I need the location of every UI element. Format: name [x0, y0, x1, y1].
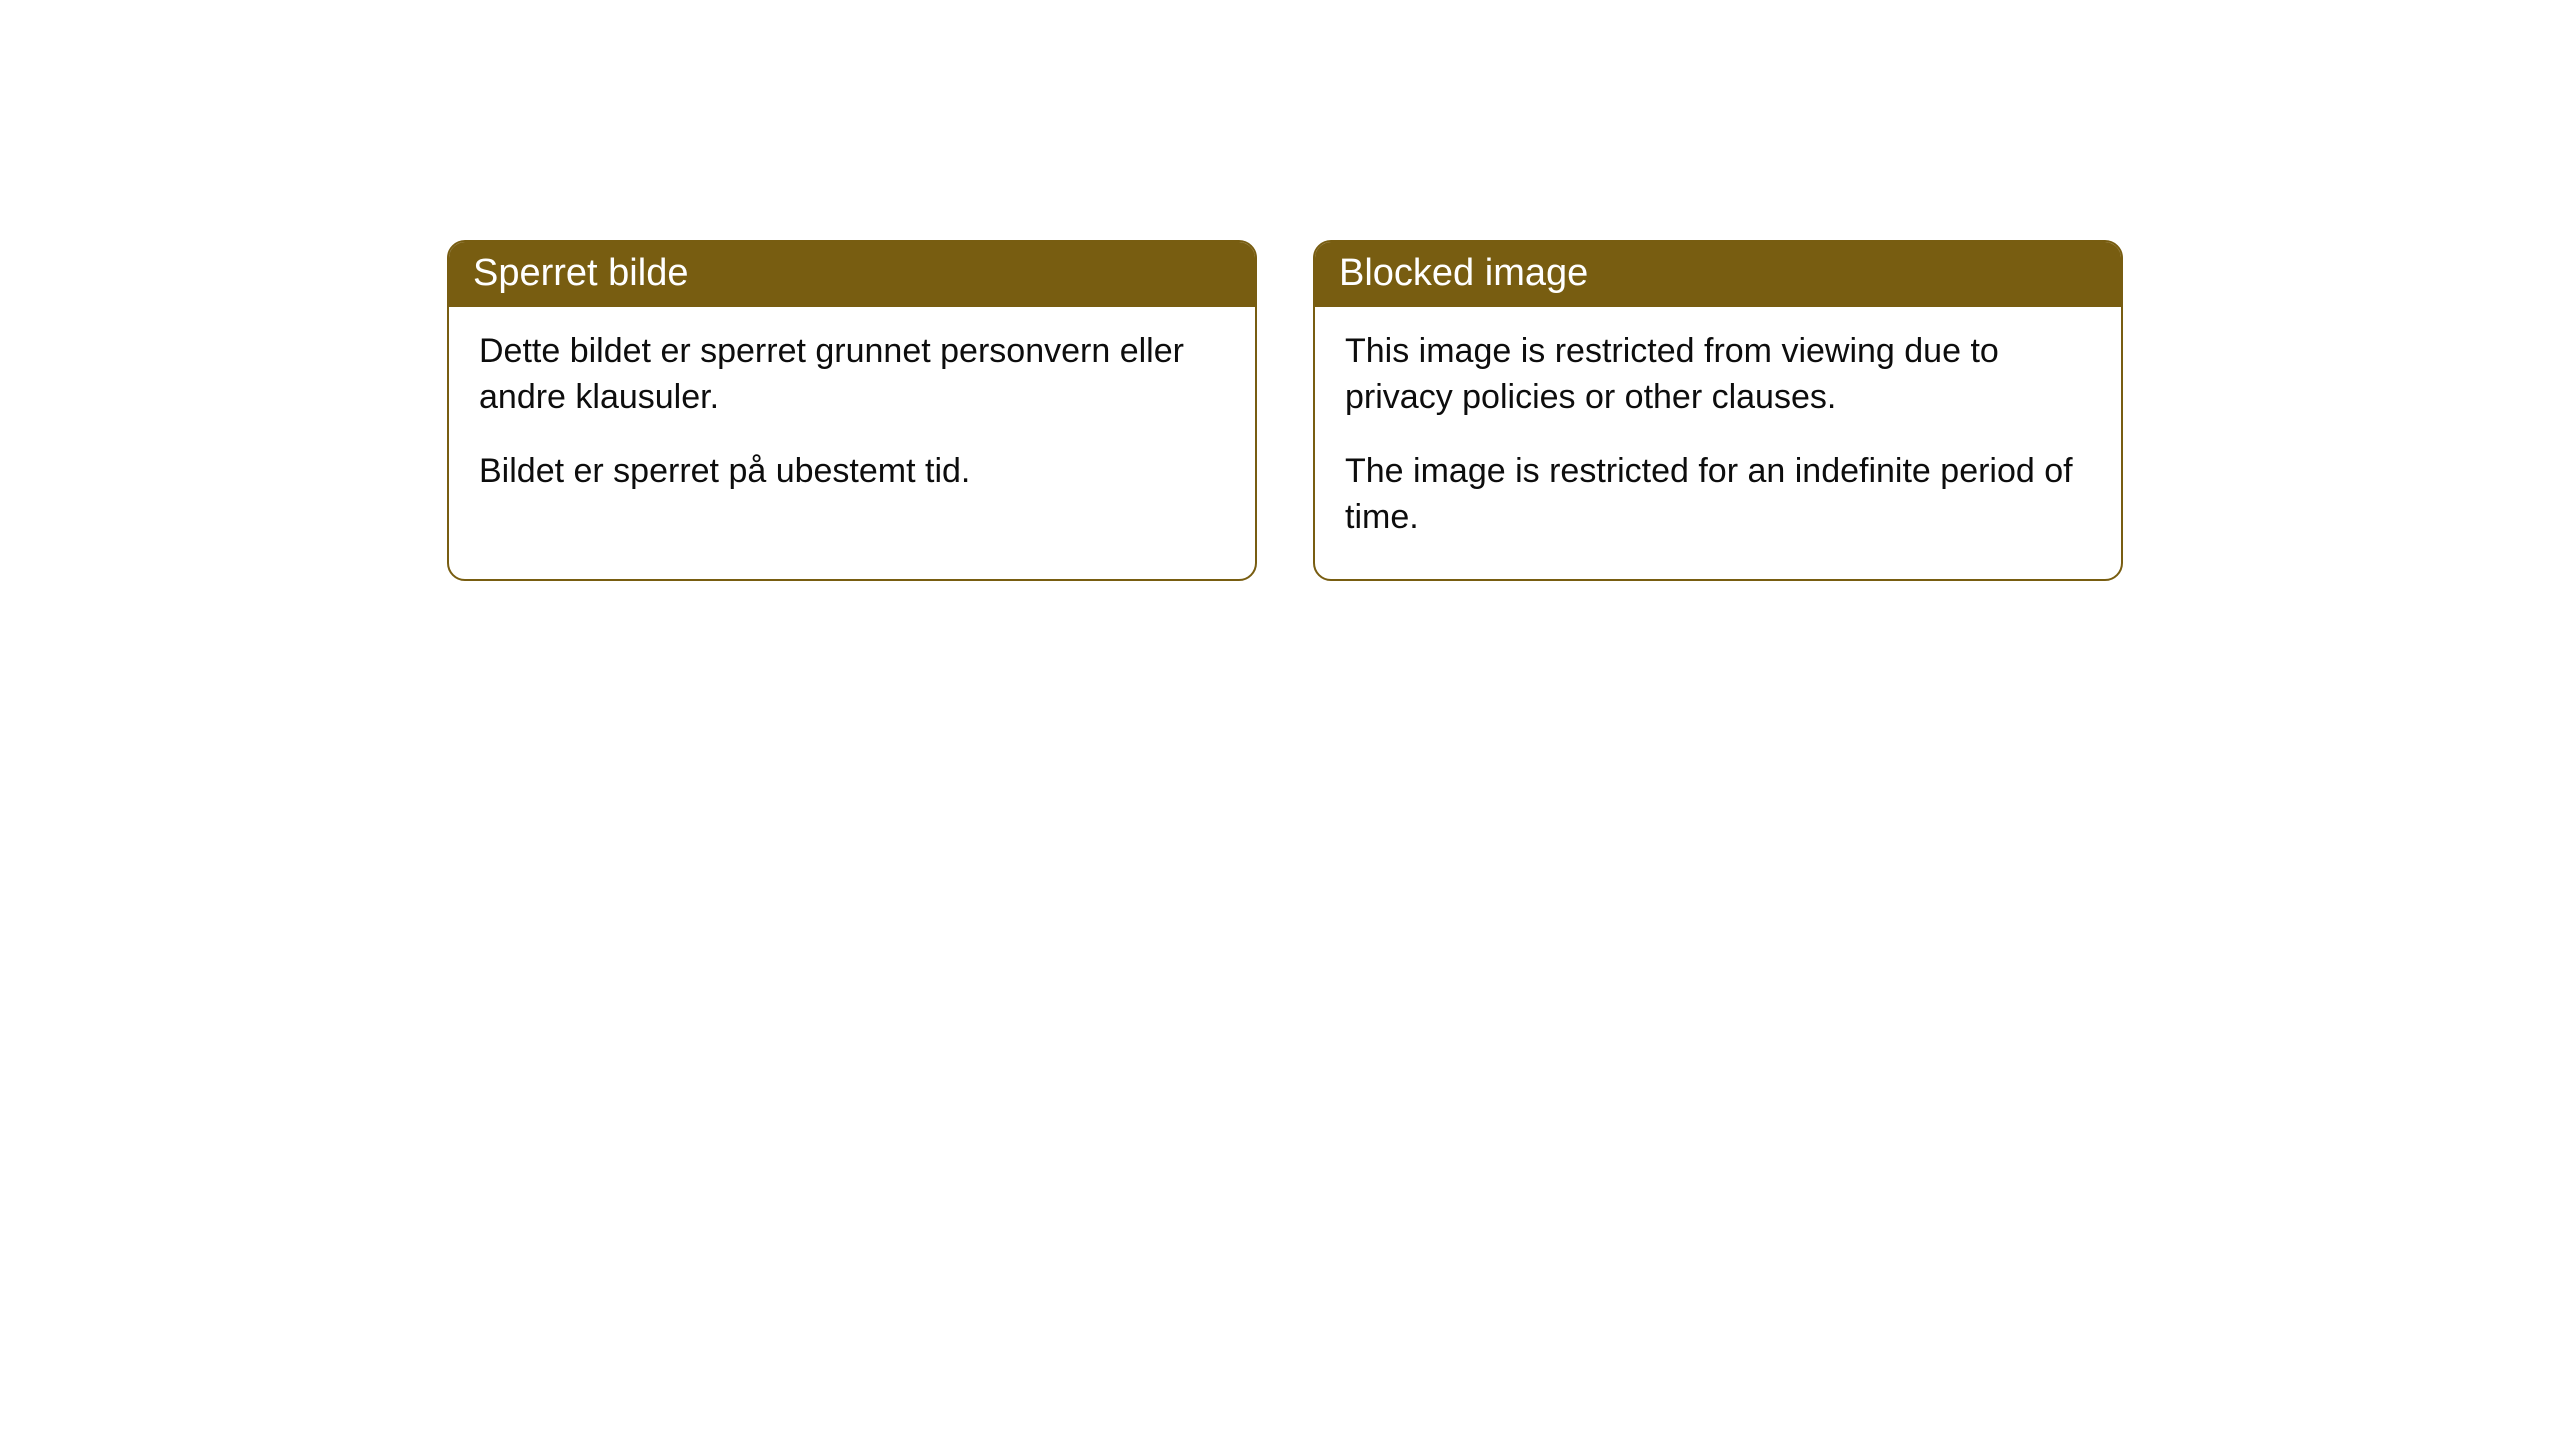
card-header-english: Blocked image [1315, 242, 2121, 307]
card-text-paragraph: The image is restricted for an indefinit… [1345, 449, 2091, 541]
card-body-norwegian: Dette bildet er sperret grunnet personve… [449, 307, 1255, 533]
cards-container: Sperret bilde Dette bildet er sperret gr… [447, 240, 2123, 581]
card-header-norwegian: Sperret bilde [449, 242, 1255, 307]
card-text-paragraph: This image is restricted from viewing du… [1345, 329, 2091, 421]
card-text-paragraph: Dette bildet er sperret grunnet personve… [479, 329, 1225, 421]
card-body-english: This image is restricted from viewing du… [1315, 307, 2121, 579]
card-english: Blocked image This image is restricted f… [1313, 240, 2123, 581]
card-norwegian: Sperret bilde Dette bildet er sperret gr… [447, 240, 1257, 581]
card-text-paragraph: Bildet er sperret på ubestemt tid. [479, 449, 1225, 495]
